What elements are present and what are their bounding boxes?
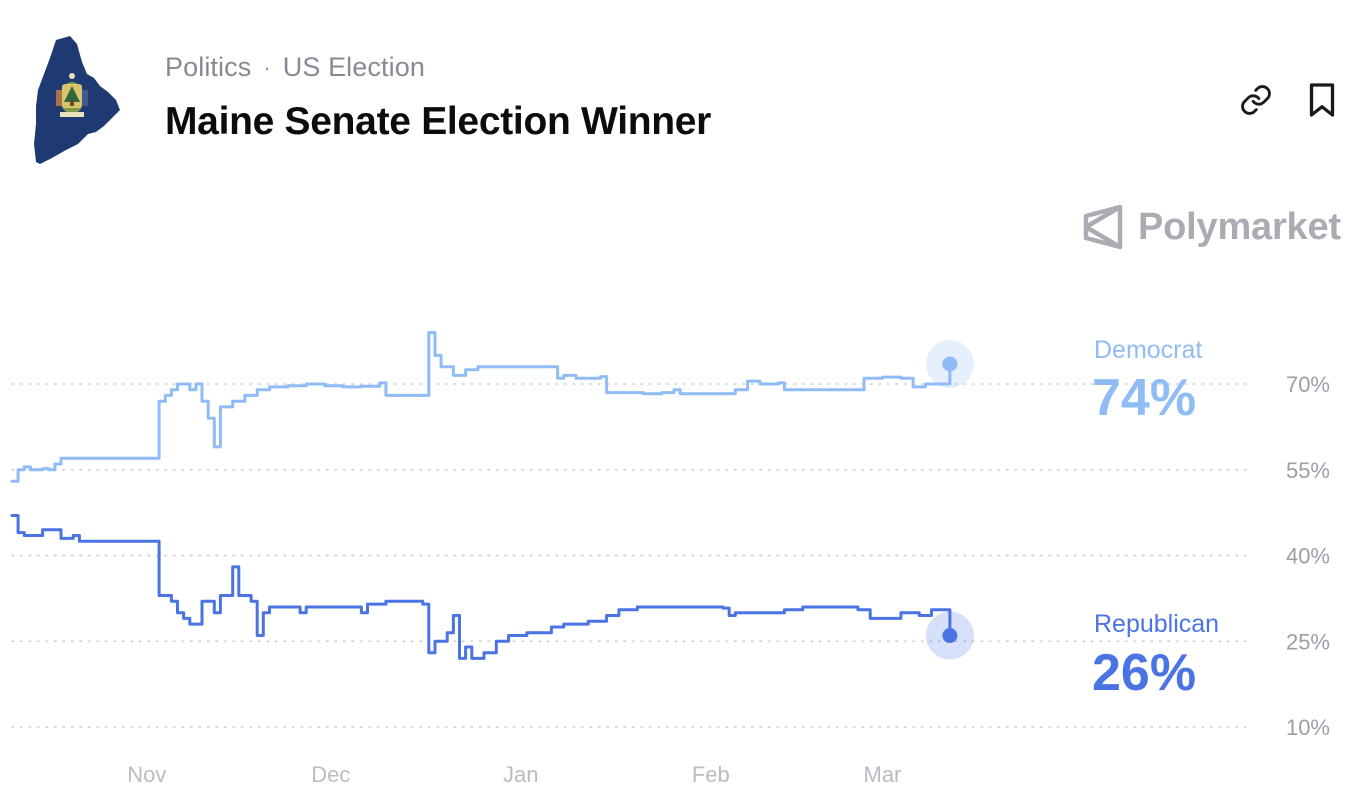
- breadcrumb-separator: ·: [263, 54, 271, 80]
- y-tick-label-40: 40%: [1286, 544, 1330, 569]
- breadcrumb-subcategory[interactable]: US Election: [282, 52, 425, 82]
- maine-state-flag-icon: [34, 36, 120, 164]
- link-icon: [1241, 85, 1271, 115]
- y-tick-label-55: 55%: [1286, 458, 1330, 483]
- series-line-democrat[interactable]: [10, 331, 952, 483]
- y-tick-label-25: 25%: [1286, 629, 1330, 654]
- x-tick-label-nov: Nov: [127, 762, 166, 787]
- y-tick-label-10: 10%: [1286, 715, 1330, 740]
- series-endpoint-democrat[interactable]: [942, 356, 958, 372]
- bookmark-button[interactable]: [1302, 80, 1342, 120]
- x-tick-label-feb: Feb: [692, 762, 730, 787]
- series-current-value-republican: 26%: [1092, 644, 1196, 702]
- series-name-democrat: Democrat: [1094, 336, 1202, 364]
- breadcrumb: Politics · US Election: [165, 52, 425, 83]
- series-line-republican[interactable]: [10, 514, 952, 660]
- breadcrumb-category[interactable]: Politics: [165, 52, 252, 82]
- page-title: Maine Senate Election Winner: [165, 100, 712, 143]
- x-tick-label-mar: Mar: [864, 762, 902, 787]
- series-current-value-democrat: 74%: [1092, 369, 1196, 427]
- y-tick-label-70: 70%: [1286, 372, 1330, 397]
- polymarket-logo-icon: [1083, 204, 1123, 250]
- series-name-republican: Republican: [1094, 610, 1219, 638]
- x-tick-label-jan: Jan: [503, 762, 538, 787]
- bookmark-icon: [1309, 83, 1335, 117]
- brand-name: Polymarket: [1138, 205, 1341, 248]
- series-endpoint-republican[interactable]: [942, 628, 958, 644]
- polymarket-brand: Polymarket: [1082, 203, 1341, 251]
- copy-link-button[interactable]: [1236, 80, 1276, 120]
- x-tick-label-dec: Dec: [311, 762, 350, 787]
